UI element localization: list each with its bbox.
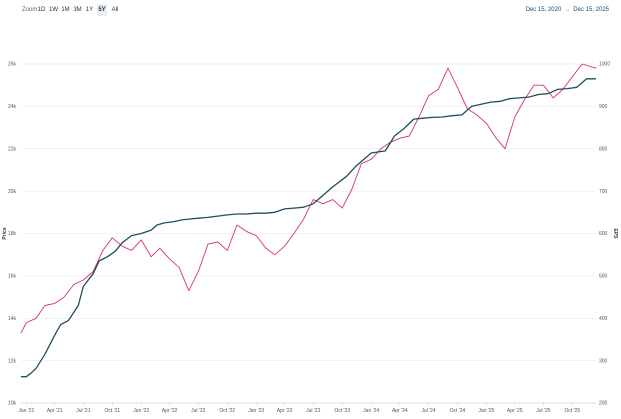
left-tick-label: 16k [8,274,17,280]
zoom-button-5y[interactable]: 5Y [97,4,107,16]
left-tick-label: 18k [8,231,17,237]
right-tick-label: 600 [599,231,608,237]
right-axis-title: EPS [612,228,618,239]
range-arrow-icon: → [564,7,571,13]
left-tick-label: 10k [8,401,17,407]
right-tick-label: 900 [599,104,608,110]
x-tick-label: Apr '25 [507,408,523,414]
x-tick-label: Jan '25 [478,408,494,414]
zoom-button-3m[interactable]: 3M [73,7,82,13]
zoom-button-1d[interactable]: 1D [37,7,46,13]
x-tick-label: Jul '24 [421,408,436,414]
x-tick-label: Apr '21 [47,408,63,414]
left-tick-label: 14k [8,316,17,322]
x-tick-label: Oct '22 [219,408,235,414]
right-axis-ticks: 200 300 400 500 600 700 800 900 1000 [599,62,610,407]
x-tick-label: Oct '21 [104,408,120,414]
x-tick-label: Jan '22 [133,408,149,414]
x-tick-label: Jan '23 [248,408,264,414]
right-tick-label: 400 [599,316,608,322]
x-tick-label: Jan '21 [18,408,34,414]
x-tick-label: Oct '23 [334,408,350,414]
zoom-button-all[interactable]: All [111,7,119,13]
x-tick-label: Jan '24 [363,408,379,414]
x-tick-label: Jul '21 [76,408,91,414]
x-tick-label: Apr '24 [392,408,408,414]
x-tick-label: Jul '23 [306,408,321,414]
left-axis-ticks: 10k 12k 14k 16k 18k 20k 22k 24k 26k [8,62,17,407]
left-tick-label: 24k [8,104,17,110]
x-tick-label: Jul '25 [536,408,551,414]
left-tick-label: 26k [8,62,17,68]
range-from-input[interactable]: Dec 15, 2020 [525,7,562,13]
left-axis-title: Price [2,227,8,239]
right-tick-label: 300 [599,358,608,364]
grid-lines [21,63,596,404]
x-axis-ticks: Jan '21 Apr '21 Jul '21 Oct '21 Jan '22 Apr '… [18,403,580,414]
x-tick-label: Jul '22 [191,408,206,414]
x-tick-label: Apr '22 [162,408,178,414]
date-range: Dec 15, 2020 → Dec 15, 2025 [526,7,609,13]
right-tick-label: 500 [599,274,608,280]
series-lines [20,63,597,378]
zoom-label: Zoom [22,7,38,13]
left-tick-label: 20k [8,189,17,195]
right-tick-label: 200 [599,401,608,407]
right-tick-label: 800 [599,146,608,152]
right-tick-label: 700 [599,189,608,195]
x-tick-label: Oct '25 [565,408,581,414]
x-tick-label: Oct '24 [450,408,466,414]
zoom-button-1w[interactable]: 1W [49,7,58,13]
left-tick-label: 22k [8,146,17,152]
zoom-button-1m[interactable]: 1M [61,7,70,13]
right-tick-label: 1000 [599,62,610,68]
zoom-button-1y[interactable]: 1Y [85,7,94,13]
chart-toolbar: Zoom 1D 1W 1M 3M 1Y 5Y All Dec 15, 2020 →… [0,0,621,24]
price-line [20,63,597,334]
range-to-input[interactable]: Dec 15, 2025 [573,7,609,13]
eps-line [21,78,596,378]
x-tick-label: Apr '23 [277,408,293,414]
left-tick-label: 12k [8,358,17,364]
